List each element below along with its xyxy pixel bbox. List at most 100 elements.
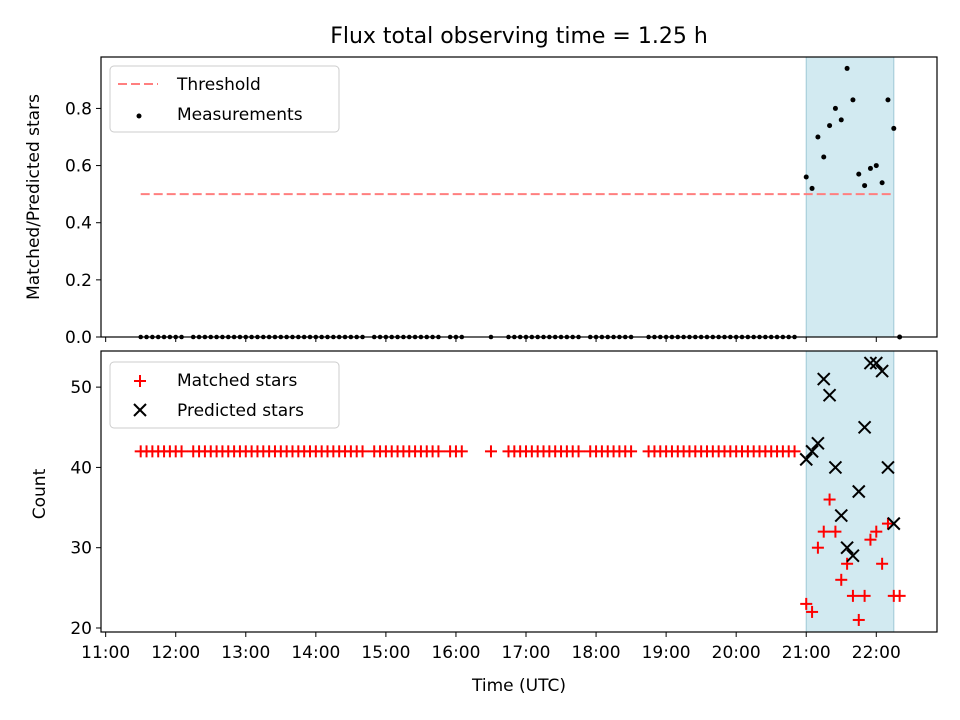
predicted-star-point <box>852 484 866 499</box>
matched-star-point <box>870 525 883 538</box>
predicted-star-point <box>811 436 825 451</box>
measurement-point <box>856 171 862 177</box>
matched-star-point <box>800 597 813 610</box>
legend-predicted-label: Predicted stars <box>177 401 304 421</box>
x-axis-label: Time (UTC) <box>471 676 566 696</box>
measurement-point <box>879 180 885 186</box>
measurement-point <box>815 134 821 140</box>
y-tick-label: 20 <box>70 619 92 639</box>
x-tick-label: 20:00 <box>712 643 761 663</box>
measurement-point <box>873 163 879 169</box>
legend-measurements-label: Measurements <box>177 105 303 125</box>
x-tick-label: 19:00 <box>642 643 691 663</box>
matched-star-point <box>858 589 871 602</box>
predicted-star-point <box>822 388 837 402</box>
matched-star-point <box>806 605 819 618</box>
matched-star-point <box>829 525 842 538</box>
matched-star-point <box>625 445 638 458</box>
count-legend-box <box>109 361 340 429</box>
y-tick-label: 0.0 <box>65 328 92 348</box>
measurement-point <box>885 97 891 103</box>
predicted-star-point <box>840 540 854 555</box>
x-tick-label: 22:00 <box>852 643 901 663</box>
x-tick-label: 18:00 <box>572 643 621 663</box>
count-x-ticks: 11:00 12:00 13:00 14:00 15:00 16:00 17:00 18:00… <box>81 632 901 663</box>
predicted-stars-points <box>799 356 901 563</box>
x-tick-label: 11:00 <box>81 643 130 663</box>
legend-matched-swatch <box>134 375 146 387</box>
matched-star-point <box>817 525 830 538</box>
matched-star-point <box>572 445 585 458</box>
predicted-star-point <box>834 508 848 523</box>
ratio-legend: Threshold Measurements <box>109 65 340 133</box>
x-tick-label: 21:00 <box>782 643 831 663</box>
y-tick-label: 40 <box>70 458 92 478</box>
legend-threshold-label: Threshold <box>176 75 261 95</box>
predicted-star-point <box>881 460 895 475</box>
matched-star-point <box>881 517 894 530</box>
matched-star-point <box>484 445 497 458</box>
predicted-star-point <box>799 452 813 467</box>
predicted-star-point <box>846 549 860 563</box>
ratio-panel: 0.00.20.40.60.8 Matched/Predicted stars … <box>24 56 938 348</box>
x-tick-label: 17:00 <box>502 643 551 663</box>
measurement-point <box>867 165 873 171</box>
measurement-point <box>803 174 809 180</box>
observing-window-band <box>805 350 895 633</box>
count-y-ticks: 20 30 40 50 <box>70 378 101 639</box>
y-tick-label: 0.4 <box>65 214 92 234</box>
matched-star-point <box>356 445 369 458</box>
matched-star-point <box>876 557 889 570</box>
measurement-point <box>827 123 833 129</box>
measurement-point <box>838 117 844 123</box>
matched-star-point <box>455 445 468 458</box>
predicted-star-point <box>869 356 883 370</box>
x-tick-label: 15:00 <box>361 643 410 663</box>
y-tick-label: 50 <box>70 378 92 398</box>
x-tick-label: 14:00 <box>291 643 340 663</box>
y-tick-label: 0.8 <box>65 99 92 119</box>
measurement-point <box>862 183 868 189</box>
measurement-point <box>832 105 838 111</box>
matched-star-point <box>864 533 877 546</box>
measurement-point <box>850 97 856 103</box>
x-tick-label: 12:00 <box>151 643 200 663</box>
y-tick-label: 0.6 <box>65 157 92 177</box>
matched-star-point <box>432 445 445 458</box>
observing-window-band <box>805 56 895 338</box>
ratio-axes-frame <box>100 56 938 338</box>
x-tick-label: 13:00 <box>221 643 270 663</box>
ratio-x-ticks <box>105 337 877 342</box>
x-tick-label: 16:00 <box>431 643 480 663</box>
matched-star-point <box>835 573 848 586</box>
matched-star-point <box>846 589 859 602</box>
matched-star-point <box>852 613 865 626</box>
measurement-point <box>844 65 850 71</box>
matched-star-point <box>841 557 854 570</box>
measurement-point <box>821 154 827 160</box>
predicted-star-point <box>857 420 872 434</box>
matched-star-point <box>788 445 801 458</box>
matched-star-point <box>175 445 188 458</box>
ratio-y-ticks: 0.0 0.2 0.4 0.6 0.8 <box>65 99 101 348</box>
legend-measurements-swatch <box>136 113 142 119</box>
chart-title: Flux total observing time = 1.25 h <box>330 24 708 49</box>
predicted-star-point <box>875 364 889 378</box>
predicted-star-point <box>805 444 819 459</box>
legend-predicted-swatch <box>133 403 147 417</box>
predicted-star-point <box>817 372 831 386</box>
predicted-star-point <box>863 356 878 370</box>
ratio-y-axis-label: Matched/Predicted stars <box>24 94 44 300</box>
y-tick-label: 30 <box>70 539 92 559</box>
matched-star-point <box>823 493 836 506</box>
matched-stars-points <box>134 445 906 626</box>
count-axes-frame <box>100 350 938 633</box>
legend-matched-label: Matched stars <box>177 371 297 391</box>
measurement-point <box>809 185 815 191</box>
predicted-star-point <box>887 516 901 531</box>
y-tick-label: 0.2 <box>65 271 92 291</box>
count-legend: Matched stars Predicted stars <box>109 361 340 429</box>
count-y-axis-label: Count <box>30 468 50 519</box>
